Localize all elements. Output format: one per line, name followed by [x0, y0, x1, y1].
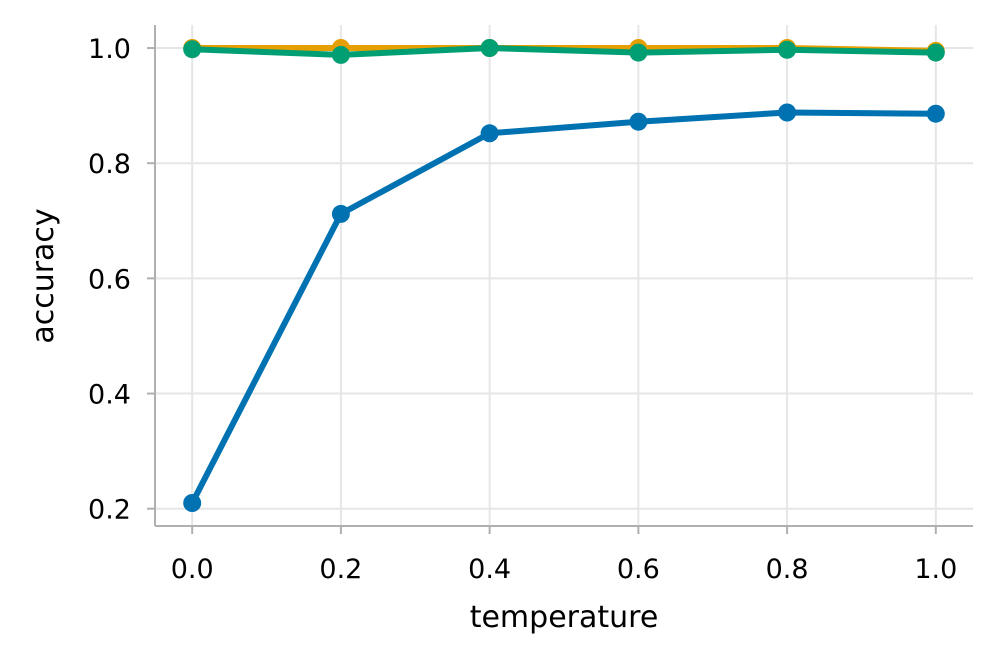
series-3: [183, 103, 945, 512]
series-line: [189, 109, 939, 506]
axes: [154, 25, 973, 527]
data-point: [331, 204, 350, 223]
y-axis-label: accuracy: [26, 208, 61, 343]
grid: [155, 25, 973, 526]
series-line: [189, 45, 939, 58]
data-point: [183, 494, 202, 512]
x-tick-label: 1.0: [914, 554, 957, 585]
data-point: [926, 43, 945, 62]
data-point: [629, 112, 648, 131]
data-point: [480, 124, 499, 143]
x-axis-label: temperature: [470, 600, 659, 635]
y-tick-label: 0.6: [88, 264, 131, 295]
data-point: [926, 104, 945, 123]
data-point: [778, 103, 797, 122]
ticks: 0.0 0.2 0.4 0.6 0.8 1.0 0.2 0.4 0.6 0.8 1.0: [88, 34, 957, 585]
y-tick-label: 0.8: [88, 149, 131, 180]
x-tick-label: 0.6: [617, 554, 660, 585]
y-tick-label: 1.0: [88, 34, 131, 65]
data-point: [183, 40, 202, 59]
data-point: [480, 39, 499, 57]
x-tick-label: 0.8: [766, 554, 809, 585]
y-tick-label: 0.4: [88, 380, 131, 411]
series-2: [183, 39, 945, 64]
series: [183, 39, 945, 512]
x-tick-label: 0.4: [468, 554, 511, 585]
data-point: [629, 43, 648, 62]
y-tick-label: 0.2: [88, 495, 131, 526]
x-tick-label: 0.0: [171, 554, 214, 585]
data-point: [778, 40, 797, 59]
x-tick-label: 0.2: [319, 554, 362, 585]
data-point: [331, 45, 350, 64]
